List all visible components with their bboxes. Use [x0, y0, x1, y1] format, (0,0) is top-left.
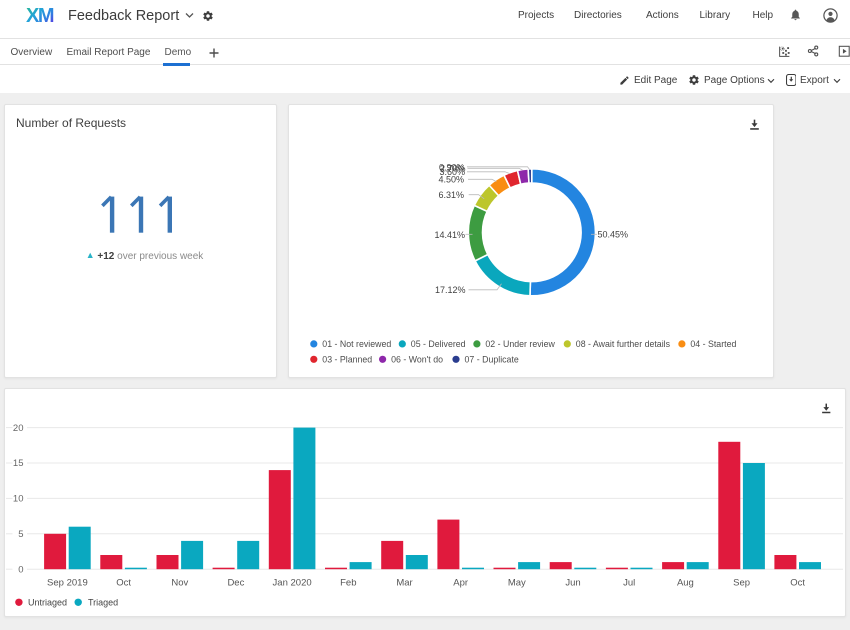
svg-text:15: 15	[13, 458, 24, 469]
svg-text:Feb: Feb	[340, 578, 356, 589]
svg-text:50.45%: 50.45%	[598, 230, 629, 240]
svg-text:2.70%: 2.70%	[440, 164, 466, 174]
svg-text:14.41%: 14.41%	[434, 230, 465, 240]
svg-text:Sep: Sep	[733, 578, 750, 589]
svg-text:20: 20	[13, 423, 24, 434]
svg-text:XM: XM	[26, 7, 54, 23]
svg-text:06 - Won't do: 06 - Won't do	[391, 355, 443, 365]
svg-text:03 - Planned: 03 - Planned	[322, 355, 372, 365]
svg-text:Oct: Oct	[790, 578, 805, 589]
svg-text:Oct: Oct	[116, 578, 131, 589]
svg-text:Apr: Apr	[453, 578, 468, 589]
svg-text:3.60%: 3.60%	[439, 167, 465, 177]
svg-text:Triaged: Triaged	[88, 598, 118, 608]
svg-text:Sep 2019: Sep 2019	[47, 578, 88, 589]
svg-text:Aug: Aug	[677, 578, 694, 589]
svg-text:Mar: Mar	[396, 578, 412, 589]
svg-text:07 - Duplicate: 07 - Duplicate	[465, 355, 519, 365]
svg-text:Jun: Jun	[565, 578, 580, 589]
svg-text:01 - Not reviewed: 01 - Not reviewed	[322, 339, 391, 349]
svg-text:0: 0	[18, 564, 23, 575]
svg-text:4.50%: 4.50%	[438, 175, 464, 185]
svg-text:08 - Await further details: 08 - Await further details	[576, 339, 671, 349]
svg-text:02 - Under review: 02 - Under review	[485, 339, 555, 349]
svg-text:10: 10	[13, 494, 24, 505]
svg-text:May: May	[508, 578, 526, 589]
svg-text:0.90%: 0.90%	[439, 162, 465, 172]
svg-text:Nov: Nov	[171, 578, 188, 589]
svg-text:Untriaged: Untriaged	[28, 598, 67, 608]
svg-text:5: 5	[18, 529, 23, 540]
svg-text:Dec: Dec	[227, 578, 244, 589]
svg-text:Jan 2020: Jan 2020	[273, 578, 312, 589]
svg-text:Jul: Jul	[623, 578, 635, 589]
svg-text:6.31%: 6.31%	[438, 190, 464, 200]
svg-text:17.12%: 17.12%	[435, 285, 466, 295]
svg-text:04 - Started: 04 - Started	[690, 339, 736, 349]
svg-text:05 - Delivered: 05 - Delivered	[411, 339, 466, 349]
